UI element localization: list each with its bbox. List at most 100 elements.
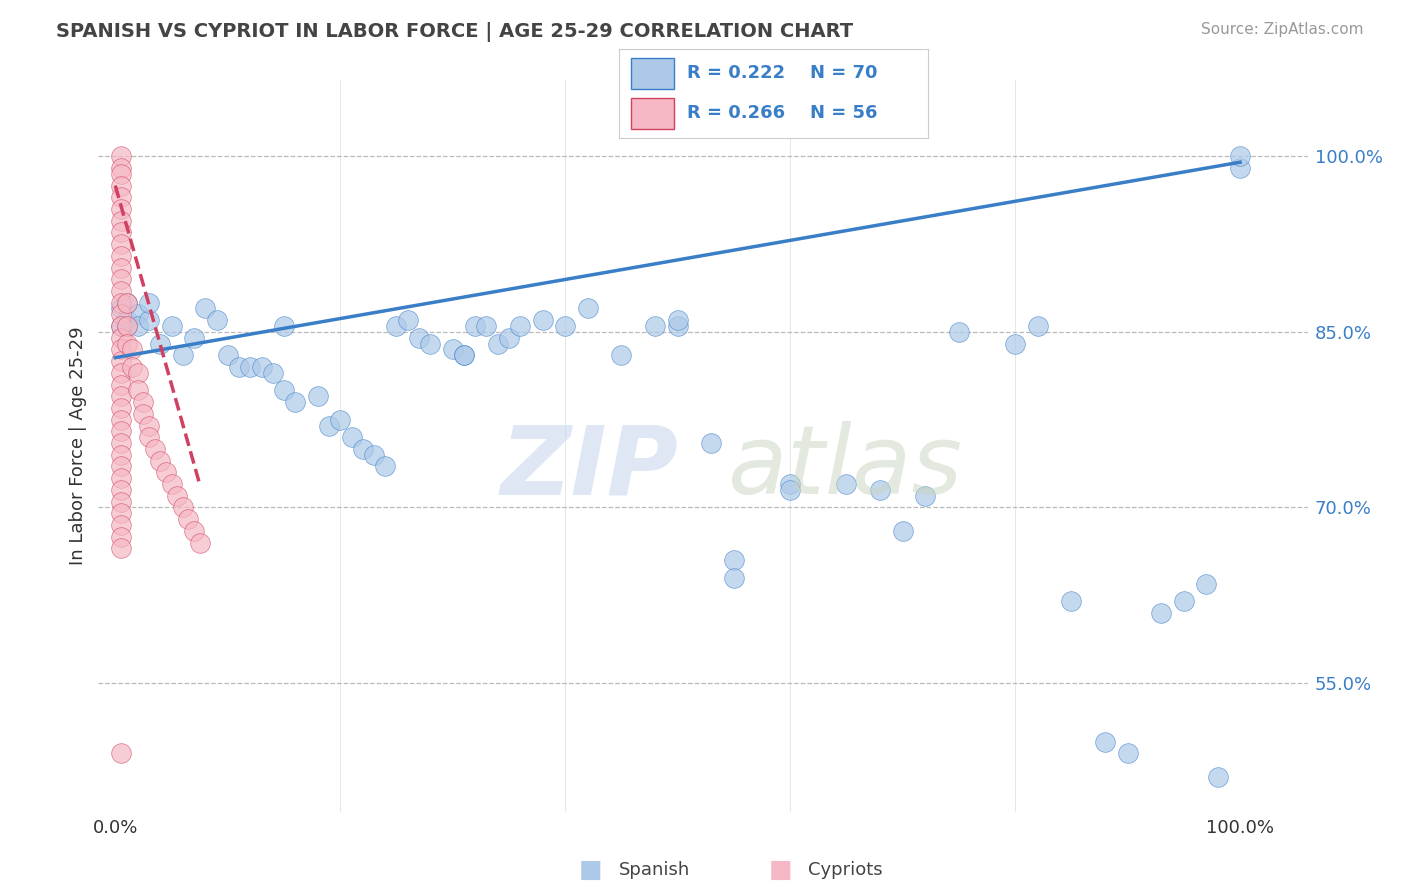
Point	[1026, 319, 1049, 334]
Point	[329, 412, 352, 426]
Text: Cypriots: Cypriots	[808, 861, 883, 879]
Point	[1116, 746, 1139, 760]
Point	[239, 359, 262, 374]
Point	[475, 319, 498, 334]
Point	[1094, 734, 1116, 748]
Point	[948, 325, 970, 339]
Point	[110, 401, 132, 415]
Point	[110, 249, 132, 263]
Point	[1060, 594, 1083, 608]
Point	[110, 237, 132, 252]
Point	[441, 343, 464, 357]
Point	[666, 319, 689, 334]
Point	[127, 384, 149, 398]
Point	[177, 512, 200, 526]
Text: R = 0.222: R = 0.222	[686, 64, 785, 82]
Point	[610, 348, 633, 362]
Point	[115, 295, 138, 310]
Point	[138, 430, 160, 444]
Point	[160, 477, 183, 491]
Point	[1004, 336, 1026, 351]
Point	[1229, 161, 1251, 175]
Point	[132, 395, 155, 409]
Text: ■: ■	[579, 858, 602, 881]
Point	[110, 331, 132, 345]
Point	[110, 260, 132, 275]
Point	[110, 448, 132, 462]
Point	[891, 524, 914, 538]
Point	[127, 307, 149, 321]
Point	[1150, 606, 1173, 620]
Point	[723, 553, 745, 567]
Point	[869, 483, 891, 497]
Y-axis label: In Labor Force | Age 25-29: In Labor Force | Age 25-29	[69, 326, 87, 566]
Point	[284, 395, 307, 409]
Point	[110, 284, 132, 298]
Text: atlas: atlas	[727, 421, 962, 515]
Point	[363, 448, 385, 462]
Point	[453, 348, 475, 362]
Text: Spanish: Spanish	[619, 861, 690, 879]
Point	[779, 477, 801, 491]
Text: R = 0.266: R = 0.266	[686, 104, 785, 122]
Point	[110, 319, 132, 334]
Point	[723, 571, 745, 585]
Point	[464, 319, 486, 334]
Point	[110, 319, 132, 334]
Point	[194, 301, 217, 316]
Point	[110, 178, 132, 193]
Point	[110, 746, 132, 760]
Point	[779, 483, 801, 497]
Point	[110, 272, 132, 286]
Point	[250, 359, 273, 374]
Point	[115, 313, 138, 327]
Point	[110, 471, 132, 485]
Point	[138, 313, 160, 327]
Point	[374, 459, 396, 474]
Text: ■: ■	[769, 858, 792, 881]
Point	[531, 313, 554, 327]
Point	[149, 453, 172, 467]
Point	[121, 343, 143, 357]
Point	[318, 418, 340, 433]
Point	[408, 331, 430, 345]
Point	[110, 366, 132, 380]
Point	[644, 319, 666, 334]
Point	[110, 530, 132, 544]
Point	[160, 319, 183, 334]
Point	[115, 319, 138, 334]
Point	[273, 384, 295, 398]
Point	[110, 354, 132, 368]
Point	[228, 359, 250, 374]
Point	[110, 307, 132, 321]
Text: Source: ZipAtlas.com: Source: ZipAtlas.com	[1201, 22, 1364, 37]
Point	[110, 295, 132, 310]
Point	[453, 348, 475, 362]
Bar	[631, 58, 675, 89]
Point	[307, 389, 329, 403]
Point	[149, 336, 172, 351]
Point	[138, 418, 160, 433]
Point	[121, 359, 143, 374]
Text: SPANISH VS CYPRIOT IN LABOR FORCE | AGE 25-29 CORRELATION CHART: SPANISH VS CYPRIOT IN LABOR FORCE | AGE …	[56, 22, 853, 42]
Point	[110, 506, 132, 520]
Point	[262, 366, 284, 380]
Point	[110, 301, 132, 316]
Point	[110, 518, 132, 533]
Text: N = 56: N = 56	[810, 104, 877, 122]
Point	[110, 436, 132, 450]
Point	[110, 149, 132, 163]
Point	[486, 336, 509, 351]
Point	[110, 343, 132, 357]
Point	[110, 161, 132, 175]
Point	[110, 167, 132, 181]
Text: N = 70: N = 70	[810, 64, 877, 82]
Point	[1229, 149, 1251, 163]
Point	[115, 319, 138, 334]
Point	[217, 348, 239, 362]
Point	[183, 331, 205, 345]
Point	[554, 319, 576, 334]
Point	[110, 389, 132, 403]
Point	[110, 459, 132, 474]
Text: ZIP: ZIP	[501, 421, 679, 515]
